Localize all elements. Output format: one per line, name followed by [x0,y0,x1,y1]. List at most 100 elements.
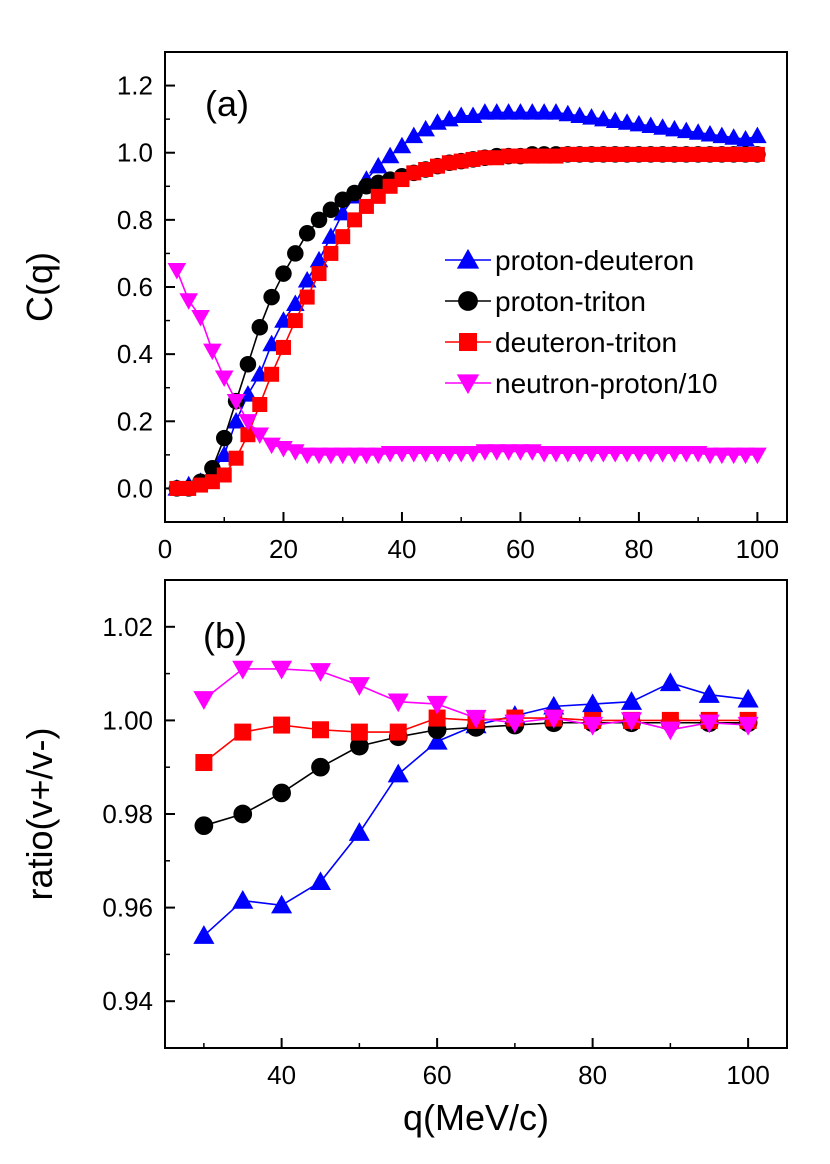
data-point [226,393,246,411]
data-point [193,477,209,493]
data-point [191,310,210,327]
y-tick-label: 0.4 [117,339,153,369]
data-point [617,445,637,463]
data-point [749,146,765,162]
legend: proton-deuteron proton-triton deuteron-tri… [445,245,718,399]
y-tick-label: 0.98 [102,799,153,829]
data-point [489,150,505,166]
data-point [238,414,258,431]
data-point [309,447,329,465]
data-point [368,156,388,174]
legend-label: proton-triton [495,286,646,317]
data-point [570,445,589,463]
data-point [311,266,327,282]
data-point [348,677,370,696]
y-tick-label: 0.8 [117,205,153,235]
data-point [204,474,220,490]
panel-b-frame [164,579,788,1049]
data-point [487,103,507,120]
series-neutron-proton-10 [167,263,767,465]
series-line [203,721,749,827]
x-tick-label: 100 [726,1060,769,1090]
data-point [558,104,578,122]
data-point [416,445,435,463]
data-point [582,445,601,463]
data-point [463,445,483,463]
data-point [298,225,316,242]
data-point [392,136,412,154]
data-point [659,672,681,692]
panel-label: (b) [203,615,247,656]
data-point [370,188,386,204]
data-point [543,709,565,729]
data-point [501,148,517,164]
data-point [358,198,374,214]
data-point [286,294,305,311]
data-point [738,146,754,162]
data-point [546,445,566,463]
data-point [724,128,743,145]
data-point [387,763,409,783]
data-point [607,146,623,162]
data-point [511,444,530,461]
data-point [271,894,293,914]
data-point [594,109,613,127]
data-point [312,721,329,739]
data-point [169,480,185,496]
data-point [228,450,244,466]
y-tick-label: 1.02 [102,612,153,642]
x-tick-label: 60 [423,1060,452,1090]
data-point [451,445,471,463]
legend-marker [459,333,477,351]
data-point [512,148,528,164]
data-point [309,663,332,682]
data-point [416,119,435,137]
data-point [380,445,400,463]
data-point [666,146,682,162]
data-point [511,103,530,120]
data-point [477,150,493,166]
x-tick-label: 40 [387,534,416,564]
legend-label: neutron-proton/10 [495,368,718,399]
data-point [310,211,328,229]
data-point [676,445,696,463]
x-axis-title: q(MeV/c) [403,1097,549,1138]
data-point [389,723,407,741]
y-tick-label: 0.96 [102,893,153,923]
data-point [620,712,643,731]
data-point [263,288,280,306]
data-point [426,730,448,750]
data-point [619,146,635,162]
data-point [617,113,637,130]
data-point [350,736,369,756]
data-point [440,445,459,463]
data-point [271,660,293,680]
data-point [167,263,187,280]
data-point [522,103,542,120]
data-point [453,153,469,169]
data-point [534,445,554,463]
data-point [737,716,759,736]
x-tick-label: 0 [158,534,172,564]
data-point [536,148,552,164]
data-point [620,691,643,710]
y-tick-label: 0.6 [117,272,153,302]
data-point [333,447,353,465]
x-tick-label: 40 [267,1060,296,1090]
data-point [194,816,214,836]
data-point [736,447,755,465]
data-point [712,447,732,465]
data-point [350,723,368,741]
data-point [748,126,767,144]
data-point [724,447,743,465]
data-point [441,155,457,171]
data-point [698,684,720,703]
data-point [232,660,254,680]
data-point [726,146,742,162]
data-point [287,245,304,262]
data-point [216,467,232,483]
data-point [181,480,197,496]
panel-b-chart: 40 60 80 100 0.94 0.96 0.98 1.00 1.02 ratio(v+/v-… [19,579,788,1138]
data-point [179,293,198,310]
y-tick-label: 0.2 [117,406,153,436]
